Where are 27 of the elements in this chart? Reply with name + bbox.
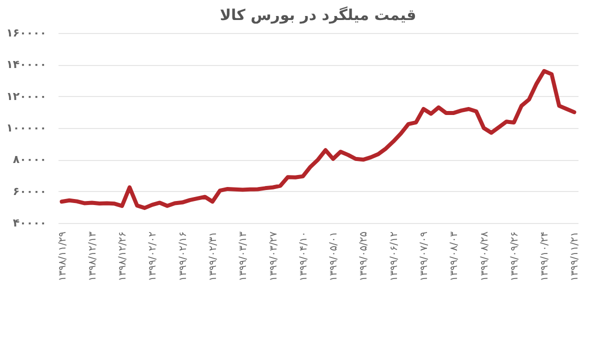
x-tick-label: ۱۳۹۹/۰۲/۰۲ — [148, 232, 159, 282]
x-tick-label: ۱۳۹۹/۰۵/۰۱ — [328, 232, 340, 282]
x-tick-label: ۱۳۹۹/۱۱/۲۱ — [570, 232, 581, 282]
x-tick-label: ۱۳۹۹/۰۷/۰۹ — [419, 232, 430, 282]
x-tick-label: ۱۳۹۹/۰۹/۲۶ — [509, 232, 520, 282]
x-tick-label: ۱۳۹۹/۰۳/۲۷ — [268, 230, 280, 282]
y-tick-label: ۱۰۰۰۰۰ — [6, 122, 46, 134]
x-tick-label: ۱۳۹۸/۱۲/۲۶ — [118, 232, 129, 282]
x-tick-label: ۱۳۹۸/۱۱/۲۹ — [57, 232, 68, 282]
x-tick-label: ۱۳۹۹/۰۶/۱۲ — [388, 232, 400, 282]
x-tick-label: ۱۳۹۹/۰۲/۱۶ — [178, 232, 189, 282]
chart-title: قیمت میلگرد در بورس کالا — [220, 6, 416, 24]
x-tick-label: ۱۳۹۹/۰۲/۳۱ — [208, 232, 219, 282]
y-tick-label: ۴۰۰۰۰ — [12, 216, 46, 230]
x-tick-label: ۱۳۹۹/۰۳/۱۳ — [238, 230, 250, 282]
y-tick-label: ۱۴۰۰۰۰ — [6, 58, 46, 72]
x-tick-label: ۱۳۹۹/۰۴/۱۰ — [298, 232, 310, 282]
x-tick-label: ۱۳۹۹/۱۰/۲۴ — [540, 232, 551, 282]
x-tick-label: ۱۳۹۹/۰۵/۲۵ — [358, 232, 370, 282]
line-series — [60, 69, 576, 210]
y-tick-label: ۱۶۰۰۰۰ — [6, 26, 46, 40]
y-tick-label: ۱۲۰۰۰۰ — [6, 90, 46, 103]
x-tick-label: ۱۳۹۹/۰۸/۲۸ — [479, 230, 490, 282]
y-tick-label: ۶۰۰۰۰ — [12, 184, 46, 198]
y-tick-label: ۸۰۰۰۰ — [12, 153, 46, 166]
x-tick-label: ۱۳۹۸/۱۲/۱۳ — [87, 230, 98, 282]
x-tick-label: ۱۳۹۹/۰۸/۰۳ — [449, 230, 460, 282]
